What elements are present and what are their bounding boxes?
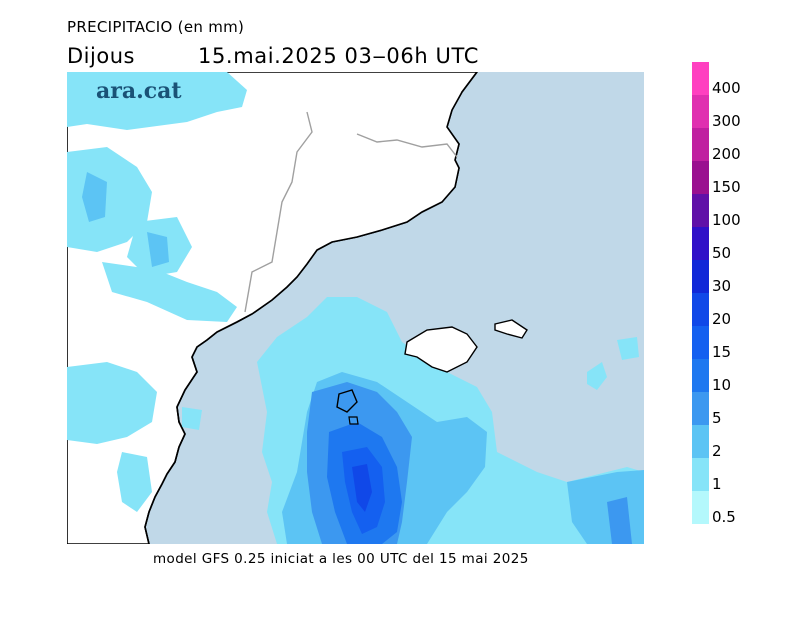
legend-swatch xyxy=(692,161,709,194)
legend-swatch xyxy=(692,458,709,491)
map-canvas xyxy=(67,72,644,544)
legend-label: 20 xyxy=(712,310,732,328)
island-ibiza xyxy=(336,389,358,413)
legend-label: 150 xyxy=(712,178,741,196)
legend-swatch xyxy=(692,293,709,326)
border-lines xyxy=(244,111,458,313)
legend-swatch xyxy=(692,95,709,128)
precipitation-map xyxy=(67,72,644,544)
legend-label: 200 xyxy=(712,145,741,163)
legend-swatch xyxy=(692,326,709,359)
legend-swatch xyxy=(692,194,709,227)
legend-label: 300 xyxy=(712,112,741,130)
legend-label: 1 xyxy=(712,475,722,493)
forecast-day: Dijous xyxy=(67,44,135,68)
land-catalonia-dry xyxy=(242,92,462,314)
legend-swatch xyxy=(692,128,709,161)
legend-label: 100 xyxy=(712,211,741,229)
legend-swatch xyxy=(692,62,709,95)
forecast-period: 15.mai.2025 03‒06h UTC xyxy=(198,44,479,68)
legend-swatch xyxy=(692,425,709,458)
legend-swatch xyxy=(692,359,709,392)
legend-label: 10 xyxy=(712,376,732,394)
aracat-logo: ara.cat xyxy=(96,78,182,104)
legend-label: 50 xyxy=(712,244,732,262)
legend-label: 2 xyxy=(712,442,722,460)
island-mallorca xyxy=(404,326,478,373)
color-legend xyxy=(692,62,709,524)
island-menorca xyxy=(494,319,528,339)
legend-label: 400 xyxy=(712,79,741,97)
model-info: model GFS 0.25 iniciat a les 00 UTC del … xyxy=(153,551,529,567)
precip-west xyxy=(67,72,247,512)
legend-swatch xyxy=(692,227,709,260)
chart-title: PRECIPITACIO (en mm) xyxy=(67,18,245,36)
precip-sea xyxy=(257,297,644,544)
legend-swatch xyxy=(692,392,709,425)
legend-swatch xyxy=(692,260,709,293)
legend-label: 0.5 xyxy=(712,508,736,526)
legend-label: 15 xyxy=(712,343,732,361)
legend-label: 5 xyxy=(712,409,722,427)
coastline xyxy=(144,72,478,544)
legend-swatch xyxy=(692,491,709,524)
island-formentera xyxy=(348,416,359,425)
legend-label: 30 xyxy=(712,277,732,295)
